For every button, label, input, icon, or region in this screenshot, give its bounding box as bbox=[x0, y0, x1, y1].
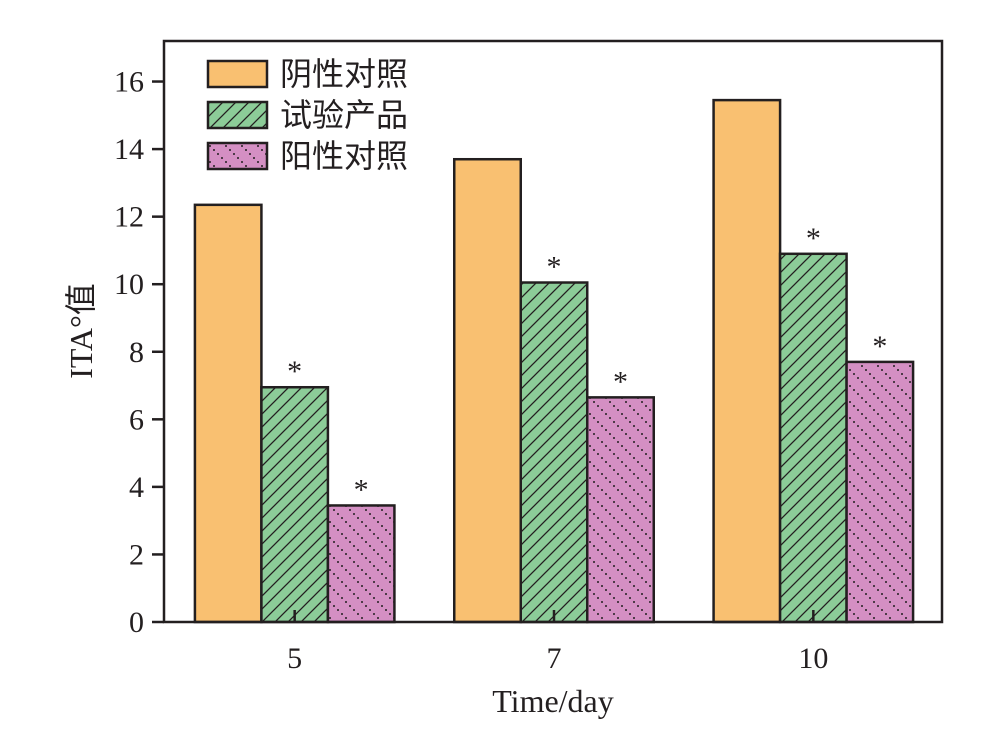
x-tick-label: 7 bbox=[547, 642, 562, 675]
significance-star: * bbox=[547, 251, 562, 284]
bar-series-2-cat-7 bbox=[519, 281, 589, 624]
y-tick-label: 6 bbox=[129, 403, 144, 436]
bar-series-3-cat-10 bbox=[845, 360, 915, 624]
y-tick-label: 8 bbox=[129, 336, 144, 369]
significance-markers: * * * * * * bbox=[287, 222, 887, 507]
legend-label-2: 试验产品 bbox=[280, 97, 408, 133]
significance-star: * bbox=[613, 365, 628, 398]
bar-series-1-cat-10 bbox=[712, 98, 782, 624]
significance-star: * bbox=[354, 473, 369, 506]
significance-star: * bbox=[287, 355, 302, 388]
bar-series-3-cat-5 bbox=[326, 504, 396, 624]
y-tick-label: 12 bbox=[114, 201, 144, 234]
legend-swatch-1 bbox=[206, 59, 269, 89]
y-tick-label: 0 bbox=[129, 606, 144, 639]
significance-star: * bbox=[806, 222, 821, 255]
x-axis: 5 7 10 bbox=[287, 610, 828, 675]
bar-series-1-cat-5 bbox=[193, 203, 263, 624]
bar-series-3-cat-7 bbox=[586, 396, 655, 624]
y-tick-label: 2 bbox=[129, 538, 144, 571]
x-tick-label: 5 bbox=[287, 642, 302, 675]
legend-label-3: 阳性对照 bbox=[280, 138, 408, 174]
x-tick-label: 10 bbox=[798, 642, 828, 675]
bar-series-2-cat-5 bbox=[260, 385, 330, 624]
y-axis: 0 2 4 6 8 10 12 14 16 bbox=[114, 66, 164, 639]
bar-series-1-cat-7 bbox=[453, 157, 522, 624]
y-tick-label: 14 bbox=[114, 133, 144, 166]
legend-label-1: 阴性对照 bbox=[280, 56, 408, 92]
bars-group bbox=[193, 98, 915, 624]
bar-series-2-cat-10 bbox=[778, 252, 848, 624]
y-axis-title: ITA°值 bbox=[63, 283, 99, 379]
legend-swatch-3 bbox=[206, 141, 269, 171]
significance-star: * bbox=[872, 330, 887, 363]
y-tick-label: 10 bbox=[114, 268, 144, 301]
legend-swatch-2 bbox=[206, 100, 269, 130]
y-tick-label: 16 bbox=[114, 66, 144, 99]
x-axis-title: Time/day bbox=[492, 683, 614, 719]
y-tick-label: 4 bbox=[129, 471, 144, 504]
